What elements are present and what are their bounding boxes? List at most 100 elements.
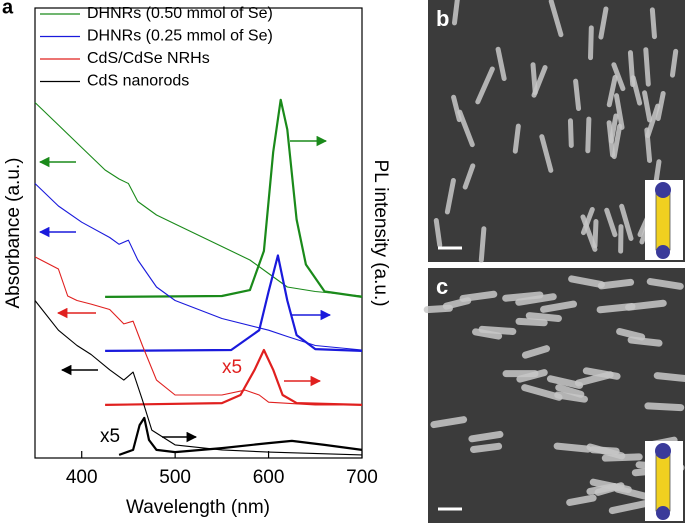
nanorod	[525, 312, 562, 322]
nanorod	[596, 302, 636, 314]
nanorod	[645, 103, 661, 138]
nanorod	[588, 25, 594, 61]
plot-frame	[34, 7, 363, 459]
nanorod	[472, 328, 503, 340]
nanorod	[611, 123, 623, 160]
panel-label: c	[436, 274, 448, 299]
nanorod	[653, 372, 685, 383]
nanorod	[627, 336, 663, 347]
legend-label: CdS/CdSe NRHs	[87, 50, 210, 67]
nanorod	[597, 278, 635, 290]
nanorod	[568, 275, 605, 289]
nanorod	[582, 367, 621, 380]
nanorod	[608, 113, 619, 144]
nanorod	[462, 163, 476, 190]
nanorod	[521, 345, 551, 359]
absorbance-line	[34, 300, 363, 456]
panel-label: b	[436, 6, 449, 31]
nanorod	[592, 219, 599, 249]
x-tick-label: 400	[66, 467, 98, 488]
pl-line	[118, 416, 363, 456]
nanorod	[433, 217, 443, 248]
nanorod	[478, 226, 487, 263]
inset-rod	[655, 450, 671, 512]
nanorod	[655, 90, 666, 122]
nanorod	[630, 75, 643, 106]
nanorod	[470, 442, 503, 453]
annotation: x5	[222, 357, 242, 378]
absorbance-line	[34, 102, 363, 297]
nanorod	[530, 62, 538, 96]
panel-label: a	[2, 0, 14, 18]
nanorod	[585, 116, 592, 154]
nanorod	[608, 499, 651, 515]
nanorod	[451, 94, 462, 123]
nanorod	[548, 0, 564, 38]
legend-label: DHNRs (0.25 mmol of Se)	[87, 28, 273, 45]
nanorod	[649, 7, 657, 40]
nanorod	[598, 6, 609, 40]
inset-tip	[655, 443, 671, 459]
micrographs: bc	[423, 0, 685, 523]
pl-line	[105, 348, 363, 406]
legend-label: DHNRs (0.50 mmol of Se)	[87, 5, 273, 22]
x-tick-label: 500	[159, 467, 191, 488]
nanorod	[586, 483, 618, 495]
nanorod	[468, 430, 504, 443]
nanorod	[495, 46, 507, 82]
nanorod	[567, 118, 574, 148]
annotation: x5	[100, 426, 120, 447]
nanorod	[539, 134, 554, 173]
nanorod	[589, 446, 620, 455]
legend-label: CdS nanorods	[87, 73, 189, 90]
nanorod	[644, 127, 653, 164]
nanorod	[566, 494, 597, 506]
nanorod	[555, 384, 585, 398]
nanorod	[554, 391, 588, 403]
nanorod	[515, 293, 557, 306]
nanorod	[512, 123, 521, 154]
nanorod	[546, 375, 584, 389]
nanorod	[515, 317, 548, 327]
nanorod	[604, 207, 618, 238]
nanorod	[646, 278, 684, 290]
nanorod	[642, 90, 653, 123]
nanorod	[619, 203, 634, 241]
nanorod	[457, 109, 475, 148]
nanorod	[444, 177, 456, 215]
nanorod	[502, 291, 544, 302]
nanorod	[644, 402, 685, 412]
nanorod	[580, 206, 595, 236]
micrograph	[428, 0, 685, 262]
nanorod	[459, 290, 498, 302]
nanorod	[669, 48, 679, 78]
y-axis-label: Absorbance (a.u.)	[3, 157, 24, 308]
nanorod	[606, 74, 618, 108]
inset-tip	[656, 245, 670, 259]
x-axis-label: Wavelength (nm)	[126, 497, 270, 518]
x-tick-label: 600	[253, 467, 285, 488]
arrows	[38, 135, 332, 443]
x-tick-label: 700	[346, 467, 378, 488]
nanorod	[616, 328, 646, 341]
nanorod	[553, 442, 592, 453]
nanorod	[540, 300, 578, 313]
nanorod	[475, 66, 495, 105]
nanorod	[643, 47, 651, 87]
pl-line	[105, 254, 363, 352]
y2-axis-label: PL intensity (a.u.)	[370, 159, 391, 306]
inset-tip	[655, 182, 671, 198]
inset-rod	[655, 189, 671, 251]
nanorod	[451, 0, 460, 26]
absorbance-line	[34, 256, 362, 406]
nanorod	[573, 78, 582, 112]
nanorod	[614, 93, 625, 130]
nanorod	[430, 416, 468, 429]
inset-tip	[656, 506, 670, 520]
nanorod	[423, 304, 453, 314]
nanorod	[478, 325, 517, 336]
nanorod	[611, 62, 626, 92]
absorbance-line	[34, 183, 363, 351]
nanorod	[521, 384, 563, 401]
